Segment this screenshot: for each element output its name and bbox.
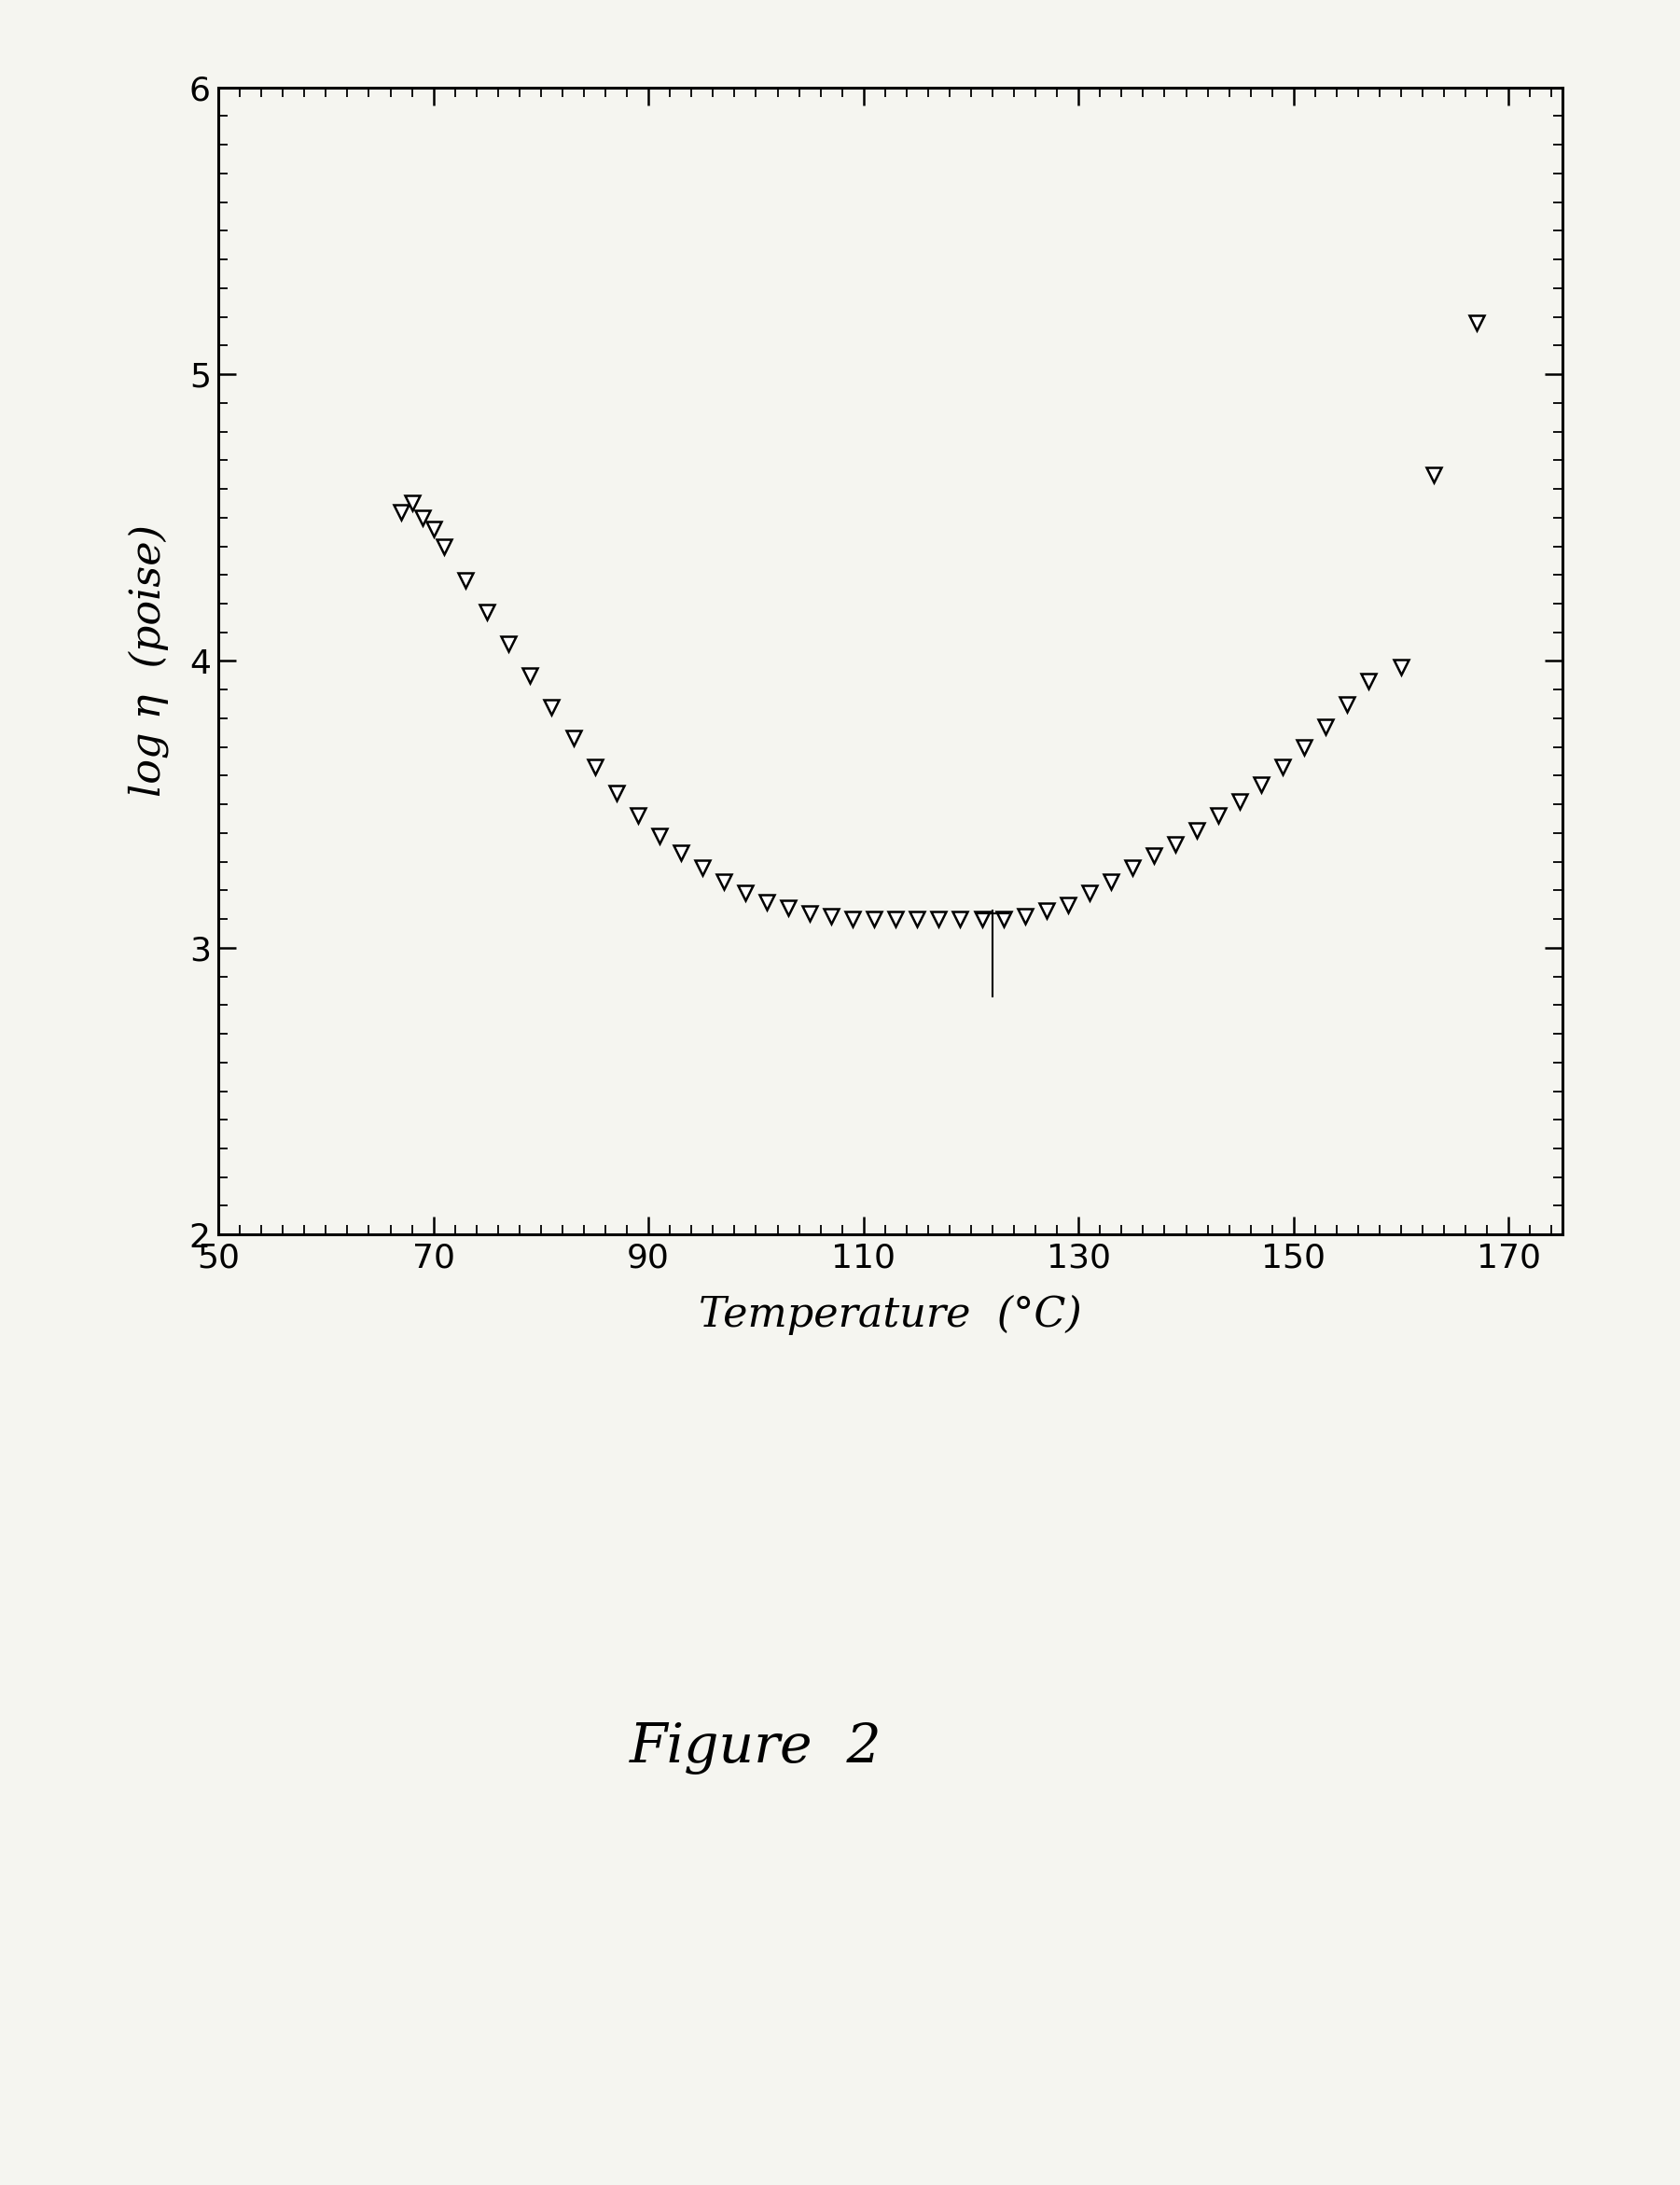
Y-axis label: log η  (poise): log η (poise) — [128, 524, 168, 798]
Text: Figure  2: Figure 2 — [630, 1722, 882, 1774]
X-axis label: Temperature  (°C): Temperature (°C) — [699, 1296, 1082, 1335]
